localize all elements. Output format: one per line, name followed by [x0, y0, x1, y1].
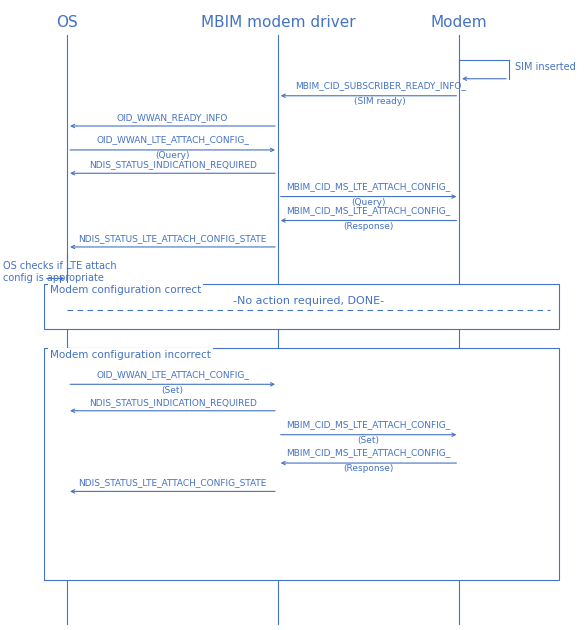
Text: NDIS_STATUS_INDICATION_REQUIRED: NDIS_STATUS_INDICATION_REQUIRED — [89, 161, 256, 169]
Text: MBIM_CID_SUBSCRIBER_READY_INFO_: MBIM_CID_SUBSCRIBER_READY_INFO_ — [295, 81, 466, 90]
Text: OS checks if LTE attach
config is appropriate: OS checks if LTE attach config is approp… — [3, 261, 116, 283]
Text: OID_WWAN_LTE_ATTACH_CONFIG_: OID_WWAN_LTE_ATTACH_CONFIG_ — [96, 135, 249, 144]
Text: (SIM ready): (SIM ready) — [355, 97, 406, 106]
Text: NDIS_STATUS_LTE_ATTACH_CONFIG_STATE: NDIS_STATUS_LTE_ATTACH_CONFIG_STATE — [78, 479, 267, 488]
Text: (Response): (Response) — [343, 464, 394, 473]
Text: NDIS_STATUS_LTE_ATTACH_CONFIG_STATE: NDIS_STATUS_LTE_ATTACH_CONFIG_STATE — [78, 234, 267, 243]
Text: -No action required, DONE-: -No action required, DONE- — [233, 296, 384, 306]
Text: (Set): (Set) — [357, 436, 380, 445]
Text: MBIM_CID_MS_LTE_ATTACH_CONFIG_: MBIM_CID_MS_LTE_ATTACH_CONFIG_ — [287, 449, 450, 457]
Text: MBIM_CID_MS_LTE_ATTACH_CONFIG_: MBIM_CID_MS_LTE_ATTACH_CONFIG_ — [287, 206, 450, 215]
Text: OID_WWAN_LTE_ATTACH_CONFIG_: OID_WWAN_LTE_ATTACH_CONFIG_ — [96, 370, 249, 379]
Text: SIM inserted: SIM inserted — [515, 62, 576, 72]
Text: MBIM_CID_MS_LTE_ATTACH_CONFIG_: MBIM_CID_MS_LTE_ATTACH_CONFIG_ — [287, 182, 450, 191]
Text: MBIM_CID_MS_LTE_ATTACH_CONFIG_: MBIM_CID_MS_LTE_ATTACH_CONFIG_ — [287, 420, 450, 429]
Text: (Query): (Query) — [352, 198, 386, 207]
Text: (Response): (Response) — [343, 222, 394, 231]
Text: (Set): (Set) — [161, 386, 184, 394]
Text: Modem configuration correct: Modem configuration correct — [50, 285, 201, 295]
Text: NDIS_STATUS_INDICATION_REQUIRED: NDIS_STATUS_INDICATION_REQUIRED — [89, 398, 256, 407]
Text: OID_WWAN_READY_INFO: OID_WWAN_READY_INFO — [117, 113, 228, 122]
Bar — [44, 284, 559, 329]
Text: (Query): (Query) — [156, 151, 190, 160]
Text: MBIM modem driver: MBIM modem driver — [201, 14, 355, 30]
Bar — [44, 348, 559, 580]
Text: Modem: Modem — [431, 14, 487, 30]
Text: Modem configuration incorrect: Modem configuration incorrect — [50, 350, 211, 360]
Text: OS: OS — [56, 14, 78, 30]
